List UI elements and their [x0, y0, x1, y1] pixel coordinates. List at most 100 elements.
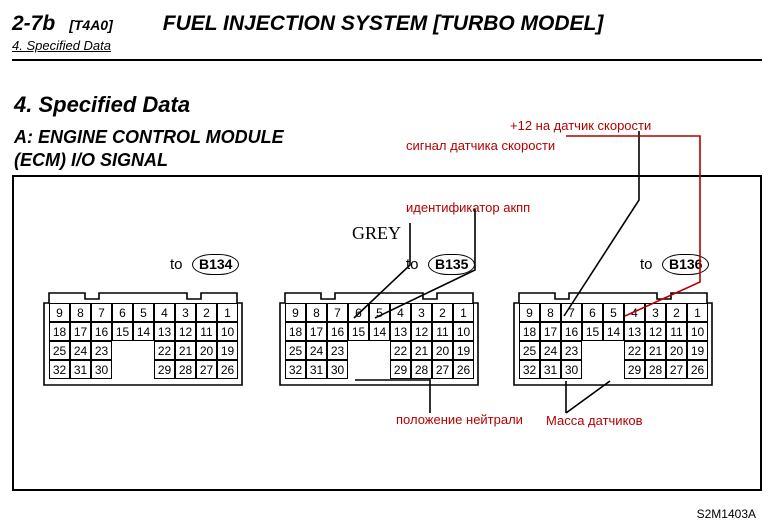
- pin-cell: 30: [561, 360, 582, 379]
- pin-cell: 21: [411, 341, 432, 360]
- pin-cell: 22: [154, 341, 175, 360]
- pin-cell: 21: [645, 341, 666, 360]
- pin-cell: 13: [154, 322, 175, 341]
- pin-cell: 5: [603, 303, 624, 322]
- section-heading: 4. Specified Data: [14, 92, 190, 118]
- pin-cell: 23: [91, 341, 112, 360]
- pin-cell: 15: [348, 322, 369, 341]
- pin-cell: 11: [432, 322, 453, 341]
- pin-cell: 28: [645, 360, 666, 379]
- pin-cell: 17: [306, 322, 327, 341]
- pin-cell: 25: [519, 341, 540, 360]
- pin-cell: 13: [390, 322, 411, 341]
- pin-cell: 26: [217, 360, 238, 379]
- pin-cell: 9: [49, 303, 70, 322]
- pin-cell: 6: [582, 303, 603, 322]
- pin-cell: 7: [327, 303, 348, 322]
- pin-cell: 6: [112, 303, 133, 322]
- pin-cell: 27: [196, 360, 217, 379]
- page-subcode: [T4A0]: [69, 17, 113, 33]
- pin-cell: 12: [175, 322, 196, 341]
- pin-cell: 6: [348, 303, 369, 322]
- pin-cell: 19: [453, 341, 474, 360]
- pin-cell: 7: [561, 303, 582, 322]
- connector-oval-label: B134: [192, 254, 239, 275]
- page-title: FUEL INJECTION SYSTEM [TURBO MODEL]: [163, 12, 604, 36]
- pin-cell: 9: [519, 303, 540, 322]
- header-row: 2-7b [T4A0] FUEL INJECTION SYSTEM [TURBO…: [12, 12, 762, 36]
- connector-to-label: to: [406, 256, 419, 273]
- pin-cell: 15: [112, 322, 133, 341]
- pin-cell: 29: [624, 360, 645, 379]
- connector: 9876543211817161514131211102524232221201…: [42, 290, 244, 388]
- section-a: A: ENGINE CONTROL MODULE (ECM) I/O SIGNA…: [14, 126, 284, 171]
- pin-cell: 5: [369, 303, 390, 322]
- pin-cell: 27: [666, 360, 687, 379]
- annot-plus12: +12 на датчик скорости: [510, 118, 651, 133]
- pin-cell: 11: [666, 322, 687, 341]
- pin-cell: 16: [91, 322, 112, 341]
- pin-cell: 18: [49, 322, 70, 341]
- pin-cell: 9: [285, 303, 306, 322]
- pin-cell: 3: [411, 303, 432, 322]
- pin-cell: 17: [70, 322, 91, 341]
- pin-cell: 27: [432, 360, 453, 379]
- pin-cell: 30: [327, 360, 348, 379]
- pin-cell: 15: [582, 322, 603, 341]
- section-a-line2: (ECM) I/O SIGNAL: [14, 149, 284, 172]
- pin-cell: 26: [687, 360, 708, 379]
- pin-cell: 16: [561, 322, 582, 341]
- pin-cell: 32: [49, 360, 70, 379]
- pin-cell: 13: [624, 322, 645, 341]
- pin-cell: 2: [666, 303, 687, 322]
- pin-cell: 23: [327, 341, 348, 360]
- pin-cell: 28: [175, 360, 196, 379]
- pin-cell: 30: [91, 360, 112, 379]
- pin-cell: 14: [133, 322, 154, 341]
- connector: 9876543211817161514131211102524232221201…: [278, 290, 480, 388]
- page-root: 2-7b [T4A0] FUEL INJECTION SYSTEM [TURBO…: [0, 0, 774, 531]
- pin-cell: 14: [603, 322, 624, 341]
- pin-cell: 32: [519, 360, 540, 379]
- pin-cell: 1: [453, 303, 474, 322]
- pin-cell: 2: [196, 303, 217, 322]
- pin-cell: 10: [687, 322, 708, 341]
- pin-cell: 8: [70, 303, 91, 322]
- pin-cell: 16: [327, 322, 348, 341]
- pin-cell: 22: [624, 341, 645, 360]
- pin-cell: 20: [666, 341, 687, 360]
- footer-code: S2M1403A: [697, 507, 756, 521]
- pin-cell: 31: [70, 360, 91, 379]
- pin-cell: 21: [175, 341, 196, 360]
- pin-cell: 10: [217, 322, 238, 341]
- pin-cell: 24: [70, 341, 91, 360]
- pin-cell: 18: [519, 322, 540, 341]
- connector-oval-label: B136: [662, 254, 709, 275]
- pin-cell: 2: [432, 303, 453, 322]
- pin-cell: 1: [687, 303, 708, 322]
- connector-oval-label: B135: [428, 254, 475, 275]
- page-code: 2-7b: [12, 12, 55, 36]
- pin-cell: 7: [91, 303, 112, 322]
- pin-cell: 17: [540, 322, 561, 341]
- connector: 9876543211817161514131211102524232221201…: [512, 290, 714, 388]
- pin-cell: 8: [540, 303, 561, 322]
- pin-cell: 3: [645, 303, 666, 322]
- pin-cell: 19: [217, 341, 238, 360]
- pin-cell: 28: [411, 360, 432, 379]
- pin-cell: 25: [49, 341, 70, 360]
- pin-cell: 20: [196, 341, 217, 360]
- pin-cell: 29: [390, 360, 411, 379]
- pin-cell: 31: [540, 360, 561, 379]
- pin-cell: 22: [390, 341, 411, 360]
- pin-cell: 18: [285, 322, 306, 341]
- section-a-line1: A: ENGINE CONTROL MODULE: [14, 126, 284, 149]
- pin-cell: 23: [561, 341, 582, 360]
- annot-speed-signal: сигнал датчика скорости: [406, 138, 555, 153]
- connector-to-label: to: [640, 256, 653, 273]
- pin-cell: 24: [540, 341, 561, 360]
- pin-cell: 1: [217, 303, 238, 322]
- pin-cell: 19: [687, 341, 708, 360]
- pin-cell: 14: [369, 322, 390, 341]
- pin-cell: 3: [175, 303, 196, 322]
